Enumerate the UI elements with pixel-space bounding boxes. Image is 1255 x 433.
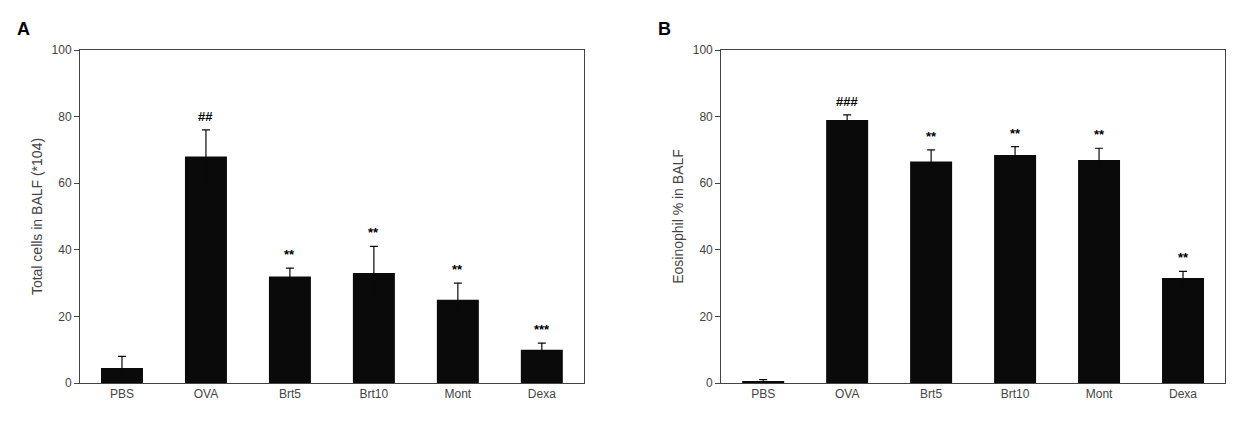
svg-text:80: 80 [58,110,72,124]
svg-text:100: 100 [693,43,713,57]
svg-text:**: ** [368,225,379,240]
svg-text:##: ## [198,109,213,124]
svg-text:0: 0 [706,376,713,390]
svg-text:Brt5: Brt5 [279,387,301,401]
svg-text:Total cells in BALF (*104): Total cells in BALF (*104) [29,138,45,295]
svg-text:PBS: PBS [751,387,775,401]
svg-text:Brt10: Brt10 [360,387,389,401]
svg-text:OVA: OVA [194,387,218,401]
svg-text:OVA: OVA [835,387,859,401]
svg-text:40: 40 [699,243,713,257]
svg-text:**: ** [452,262,463,277]
svg-text:A: A [17,19,30,39]
svg-text:**: ** [1178,250,1189,265]
svg-text:###: ### [836,94,858,109]
svg-text:Mont: Mont [1086,387,1113,401]
svg-text:**: ** [1010,126,1021,141]
svg-text:Dexa: Dexa [528,387,556,401]
svg-text:PBS: PBS [110,387,134,401]
svg-text:40: 40 [58,243,72,257]
svg-text:100: 100 [52,43,72,57]
svg-text:60: 60 [699,176,713,190]
svg-text:***: *** [534,322,550,337]
svg-text:60: 60 [58,176,72,190]
svg-text:Dexa: Dexa [1169,387,1197,401]
svg-text:Brt10: Brt10 [1001,387,1030,401]
svg-text:Brt5: Brt5 [920,387,942,401]
svg-text:Mont: Mont [445,387,472,401]
svg-text:80: 80 [699,110,713,124]
svg-text:**: ** [284,247,295,262]
svg-text:0: 0 [65,376,72,390]
svg-text:Eosinophil % in BALF: Eosinophil % in BALF [670,149,686,284]
svg-text:20: 20 [699,310,713,324]
svg-text:**: ** [926,129,937,144]
svg-text:20: 20 [58,310,72,324]
svg-text:**: ** [1094,127,1105,142]
svg-text:B: B [658,19,671,39]
